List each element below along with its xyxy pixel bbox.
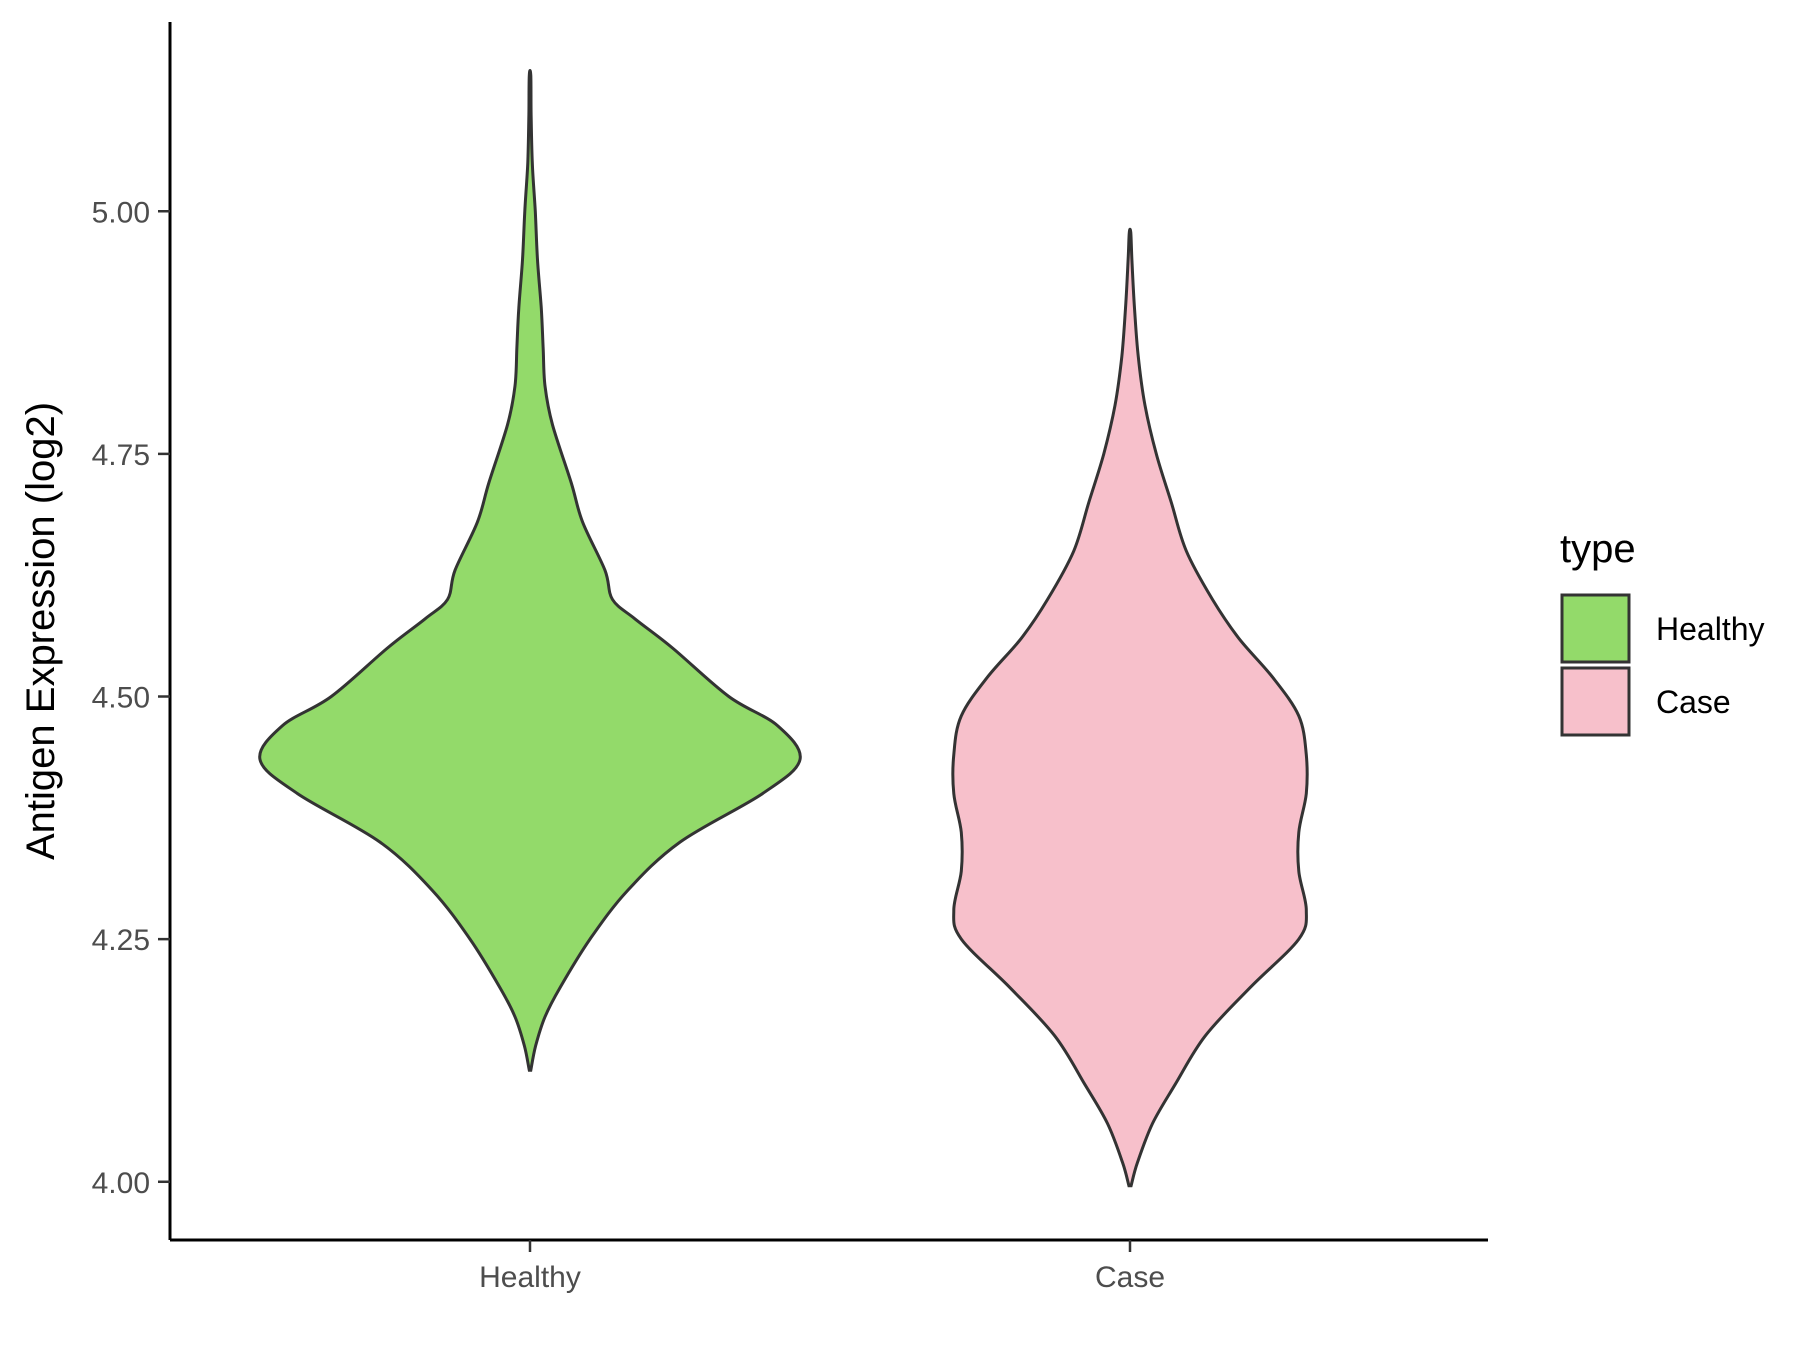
legend-title: type: [1560, 527, 1636, 571]
legend-label-case: Case: [1656, 684, 1731, 720]
y-tick-label: 5.00: [92, 196, 150, 229]
x-axis-ticks: Healthy Case: [479, 1240, 1165, 1294]
legend-key-case: [1560, 666, 1631, 737]
y-tick-label: 4.75: [92, 439, 150, 472]
legend-key-healthy: [1560, 593, 1631, 664]
x-tick-label: Healthy: [479, 1261, 581, 1294]
y-axis-ticks: 4.00 4.25 4.50 4.75 5.00: [92, 196, 170, 1200]
legend: type Healthy Case: [1560, 527, 1765, 737]
y-tick-label: 4.25: [92, 924, 150, 957]
y-axis-title: Antigen Expression (log2): [19, 402, 63, 860]
violin-healthy: [258, 69, 802, 1072]
violin-case: [951, 227, 1309, 1188]
y-tick-label: 4.50: [92, 682, 150, 715]
legend-label-healthy: Healthy: [1656, 611, 1765, 647]
x-tick-label: Case: [1095, 1261, 1165, 1294]
plot-area: [258, 69, 1309, 1188]
y-tick-label: 4.00: [92, 1167, 150, 1200]
